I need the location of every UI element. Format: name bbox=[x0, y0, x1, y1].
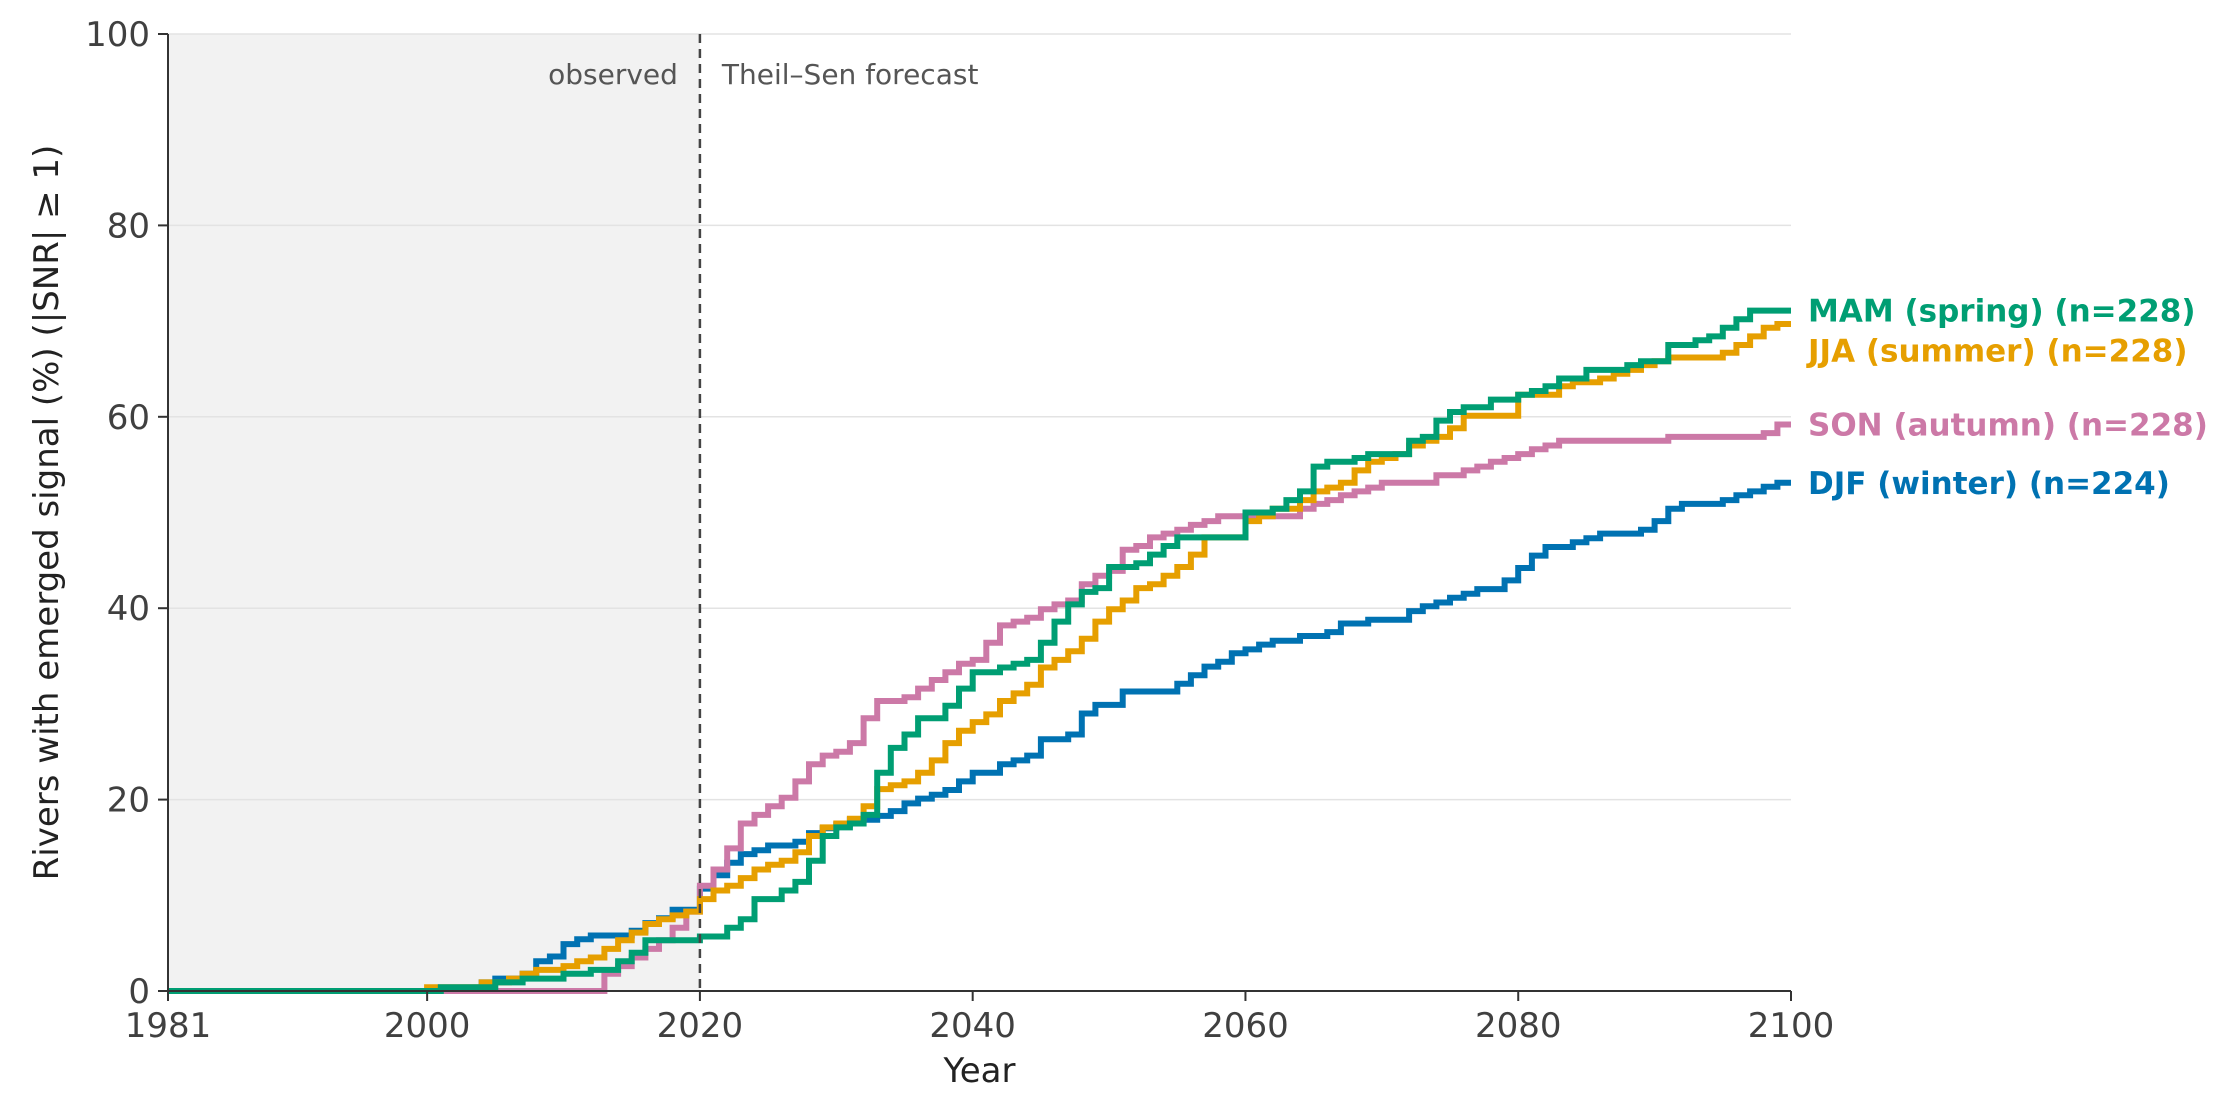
x-tick-label: 1981 bbox=[125, 1006, 212, 1046]
x-axis-title: Year bbox=[943, 1051, 1016, 1091]
series-line-son bbox=[168, 421, 1791, 994]
gridlines bbox=[168, 33, 1791, 801]
x-tick-label: 2000 bbox=[384, 1006, 471, 1046]
y-tick-label: 0 bbox=[128, 972, 150, 1012]
series-line-djf bbox=[168, 479, 1791, 994]
x-tick-label: 2100 bbox=[1748, 1006, 1835, 1046]
y-tick-label: 80 bbox=[107, 206, 150, 246]
observed-period-shading bbox=[168, 34, 700, 991]
observed-annotation: observed bbox=[548, 58, 678, 91]
series-end-labels: MAM (spring) (n=228) JJA (summer) (n=228)… bbox=[1806, 294, 2208, 502]
x-tick-label: 2080 bbox=[1475, 1006, 1562, 1046]
series-label-son: SON (autumn) (n=228) bbox=[1808, 407, 2208, 443]
x-tick-label: 2060 bbox=[1202, 1006, 1289, 1046]
y-tick-label: 20 bbox=[107, 781, 150, 821]
forecast-annotation: Theil–Sen forecast bbox=[721, 58, 979, 91]
series-line-mam bbox=[168, 307, 1791, 994]
series-label-mam: MAM (spring) (n=228) bbox=[1808, 294, 2196, 330]
x-tick-label: 2040 bbox=[929, 1006, 1016, 1046]
series-lines bbox=[168, 307, 1791, 994]
y-axis-title: Rivers with emerged signal (%) (|SNR| ≥ … bbox=[27, 145, 67, 881]
series-label-jja: JJA (summer) (n=228) bbox=[1806, 334, 2188, 370]
x-tick-label: 2020 bbox=[657, 1006, 744, 1046]
y-tick-label: 60 bbox=[107, 398, 150, 438]
series-label-djf: DJF (winter) (n=224) bbox=[1808, 466, 2170, 502]
series-line-jja bbox=[168, 321, 1791, 994]
y-tick-label: 40 bbox=[107, 589, 150, 629]
y-tick-label: 100 bbox=[85, 15, 150, 55]
